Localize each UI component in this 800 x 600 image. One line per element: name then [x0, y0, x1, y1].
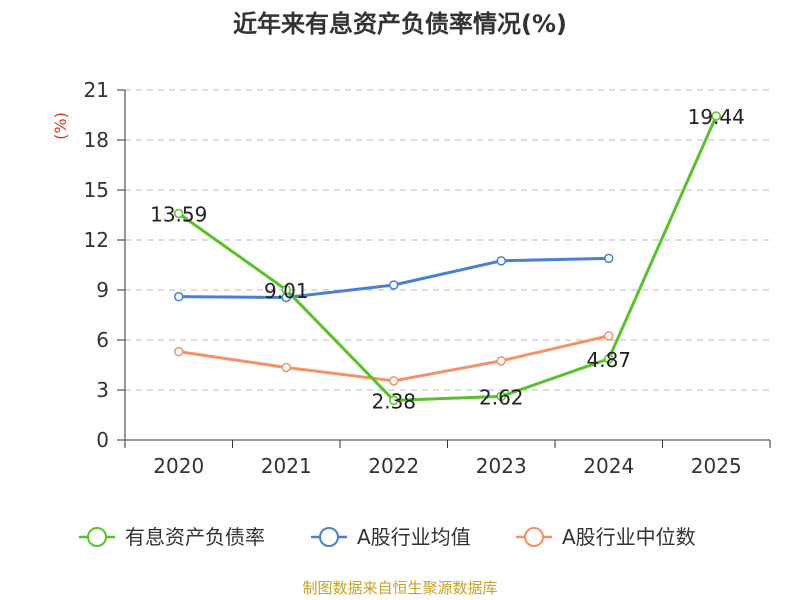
chart-title: 近年来有息资产负债率情况(%): [233, 10, 567, 38]
y-tick-label: 3: [96, 378, 109, 402]
legend-item: A股行业均值: [311, 525, 471, 549]
data-point: [604, 253, 614, 264]
x-tick-label: 2021: [261, 454, 312, 478]
legend-marker: [524, 527, 544, 547]
data-label: 4.87: [586, 348, 631, 372]
x-tick-label: 2025: [691, 454, 742, 478]
data-point: [389, 395, 399, 406]
series-line: [178, 334, 610, 383]
legend-item: 有息资产负债率: [79, 525, 265, 549]
data-labels: 13.59 9.01 2.38 2.62 4.87 19.44: [150, 105, 745, 413]
y-tick-label: 21: [84, 78, 109, 102]
y-tick-label: 18: [84, 128, 109, 152]
axes: 0 3 6 9 12 15 18 21 2020 2021 2022 2023 2024 2025: [84, 78, 771, 478]
data-label: 2.38: [371, 389, 416, 413]
grid-lines: [125, 89, 770, 391]
x-tick-label: 2020: [153, 454, 204, 478]
data-point: [174, 208, 184, 219]
data-point: [389, 280, 399, 290]
legend: 有息资产负债率 A股行业均值 A股行业中位数: [79, 525, 696, 549]
y-tick-label: 9: [96, 278, 109, 302]
data-label: 9.01: [264, 279, 309, 303]
data-point: [496, 356, 506, 366]
data-point: [496, 391, 506, 402]
legend-item: A股行业中位数: [516, 525, 696, 549]
source-note: 制图数据来自恒生聚源数据库: [302, 579, 497, 597]
series-lines: [174, 111, 721, 406]
data-point: [389, 376, 399, 386]
series-line: [178, 256, 609, 299]
series-line: [177, 115, 718, 402]
legend-label: 有息资产负债率: [125, 525, 265, 549]
data-label: 2.62: [479, 385, 524, 409]
legend-marker: [87, 527, 107, 547]
data-point: [174, 346, 184, 357]
y-tick-label: 12: [84, 228, 109, 252]
y-tick-label: 6: [96, 328, 109, 352]
data-point: [496, 256, 506, 266]
data-point: [711, 111, 721, 121]
x-tick-label: 2024: [583, 454, 634, 478]
x-tick-label: 2022: [368, 454, 419, 478]
data-point: [281, 362, 291, 373]
y-tick-label: 15: [84, 178, 109, 202]
data-label: 19.44: [688, 105, 745, 129]
y-axis-label: (%): [51, 112, 70, 140]
legend-marker: [319, 527, 339, 547]
y-tick-label: 0: [96, 428, 109, 452]
data-point: [604, 331, 614, 341]
data-point: [604, 354, 614, 364]
data-label: 13.59: [150, 203, 207, 227]
data-point: [281, 285, 291, 295]
legend-label: A股行业中位数: [562, 525, 696, 549]
x-tick-label: 2023: [476, 454, 527, 478]
data-point: [174, 291, 184, 302]
legend-label: A股行业均值: [357, 525, 471, 549]
